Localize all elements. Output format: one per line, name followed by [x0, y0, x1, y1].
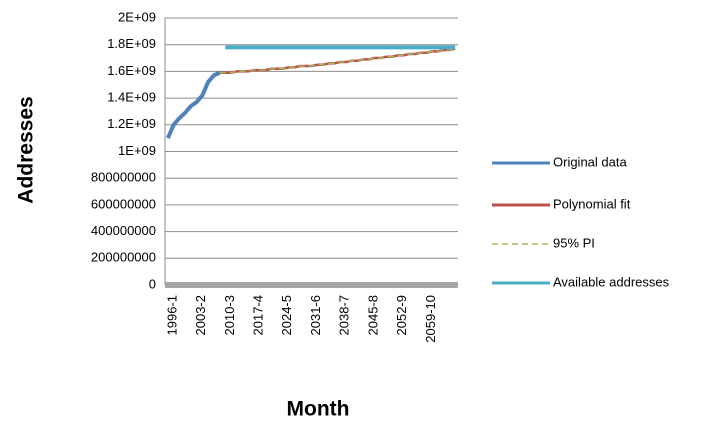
x-tick-label: 2059-10 — [423, 295, 438, 343]
y-tick-label: 400000000 — [91, 223, 156, 238]
legend-label: 95% PI — [553, 235, 595, 250]
y-tick-label: 1E+09 — [118, 143, 156, 158]
x-tick-label: 2038-7 — [337, 295, 352, 335]
x-tick-label: 2045-8 — [365, 295, 380, 335]
y-tick-label: 0 — [149, 276, 156, 291]
y-tick-label: 1.6E+09 — [107, 63, 156, 78]
series-line — [219, 47, 456, 74]
x-axis-title: Month — [287, 398, 350, 421]
y-tick-label: 1.8E+09 — [107, 36, 156, 51]
y-tick-label: 1.2E+09 — [107, 116, 156, 131]
y-tick-label: 200000000 — [91, 250, 156, 265]
y-tick-label: 2E+09 — [118, 9, 156, 24]
x-tick-label: 1996-1 — [164, 295, 179, 335]
x-tick-label: 2017-4 — [250, 295, 265, 335]
y-tick-label: 1.4E+09 — [107, 90, 156, 105]
x-tick-label: 2010-3 — [222, 295, 237, 335]
legend-label: Original data — [553, 154, 627, 169]
y-axis-title: Addresses — [15, 96, 38, 203]
legend-label: Available addresses — [553, 274, 670, 289]
legend-label: Polynomial fit — [553, 196, 631, 211]
y-tick-label: 600000000 — [91, 196, 156, 211]
x-tick-label: 2052-9 — [394, 295, 409, 335]
x-tick-label: 2024-5 — [279, 295, 294, 335]
x-tick-label: 2031-6 — [308, 295, 323, 335]
x-tick-label: 2003-2 — [193, 295, 208, 335]
y-tick-label: 800000000 — [91, 170, 156, 185]
x-axis — [165, 282, 458, 288]
series-line — [166, 70, 221, 139]
